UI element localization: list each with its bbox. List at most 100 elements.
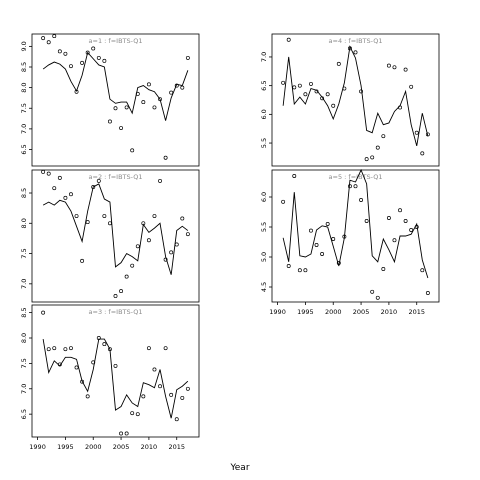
observation-point [141, 100, 146, 105]
observation-point [57, 175, 62, 180]
x-tick-label: 2010 [381, 308, 398, 316]
observation-point [325, 222, 330, 226]
observation-point [292, 85, 297, 90]
observation-point [69, 346, 73, 351]
panel-title: a=5 : f=IBTS-Q1 [329, 173, 383, 181]
observation-point [96, 178, 101, 183]
observation-point [185, 55, 190, 60]
observation-point [286, 37, 291, 42]
fit-line [42, 183, 189, 275]
observation-point [85, 394, 90, 399]
panel-frame [31, 169, 200, 303]
observation-point [314, 89, 319, 94]
observation-point [336, 261, 341, 265]
observation-point [91, 185, 96, 189]
x-tick-label: 2015 [408, 308, 425, 316]
observation-point [46, 40, 51, 45]
observation-point [364, 219, 369, 223]
observation-point [169, 392, 174, 397]
observation-point [174, 242, 179, 247]
observation-point [74, 365, 79, 370]
y-tick-label: 7.0 [20, 384, 28, 394]
observation-point [113, 106, 118, 111]
observation-point [46, 347, 51, 352]
observation-point [169, 90, 174, 95]
observation-point [386, 63, 391, 68]
y-tick-label: 6.5 [20, 144, 28, 154]
observation-point [386, 216, 391, 220]
panel-title: a=3 : f=IBTS-Q1 [89, 308, 143, 316]
observation-point [325, 92, 330, 97]
observation-point [303, 268, 308, 273]
observation-point [359, 89, 364, 94]
observation-point [80, 379, 85, 384]
observation-point [146, 82, 151, 87]
observation-point [398, 208, 402, 213]
observation-point [425, 132, 430, 137]
observation-point [163, 155, 168, 160]
y-tick-label: 8.0 [20, 218, 28, 228]
x-axis-label: Year [229, 463, 249, 473]
observation-point [403, 67, 408, 72]
y-tick-label: 6.5 [20, 409, 28, 419]
observation-point [297, 268, 302, 273]
observation-point [85, 220, 90, 225]
observation-point [381, 134, 386, 139]
observation-point [74, 89, 79, 94]
observation-point [57, 49, 62, 54]
observation-point [303, 92, 308, 97]
y-tick-label: 7.5 [20, 248, 28, 258]
observation-point [96, 55, 101, 60]
observation-point [292, 174, 297, 178]
y-tick-label: 5.0 [260, 252, 268, 262]
observation-point [163, 346, 168, 351]
observation-point [119, 289, 124, 294]
x-tick-label: 1990 [269, 308, 286, 316]
observation-point [174, 83, 179, 88]
fit-line [42, 338, 189, 419]
observation-point [52, 186, 57, 191]
observation-point [107, 347, 112, 352]
observation-point [130, 263, 135, 268]
observation-point [420, 268, 425, 273]
observation-point [113, 293, 118, 298]
observation-point [375, 145, 380, 150]
observation-point [409, 228, 414, 232]
y-tick-label: 7.5 [20, 103, 28, 113]
observation-point [113, 363, 118, 368]
observation-point [180, 85, 185, 90]
y-tick-label: 8.5 [20, 188, 28, 198]
observation-point [185, 232, 190, 237]
observation-point [152, 105, 157, 110]
observation-point [392, 65, 397, 70]
observation-point [80, 60, 85, 65]
panel-frame [271, 33, 440, 167]
y-tick-label: 6.5 [260, 80, 268, 90]
panel-frame [31, 304, 200, 438]
x-tick-label: 2000 [85, 443, 102, 451]
observation-point [130, 411, 135, 416]
observation-point [331, 237, 336, 241]
observation-point [359, 198, 364, 202]
y-tick-label: 7.0 [20, 124, 28, 134]
observation-point [141, 221, 146, 226]
observation-point [409, 84, 414, 89]
observation-point [124, 105, 129, 110]
observation-point [69, 192, 73, 197]
observation-point [41, 36, 46, 41]
observation-point [392, 238, 397, 243]
observation-point [347, 46, 352, 51]
panel-5: a=5 : f=IBTS-Q1 4.5 5.0 5.5 6.0 1990 1995 2000 2… [260, 168, 440, 316]
observation-point [74, 214, 79, 218]
observation-point [320, 252, 325, 256]
observation-point [63, 347, 68, 352]
x-tick-label: 1995 [57, 443, 74, 451]
observation-point [286, 264, 291, 268]
observation-point [102, 342, 107, 347]
observation-point [124, 431, 129, 436]
observation-point [320, 96, 325, 101]
observation-point [107, 119, 112, 124]
x-tick-label: 2010 [141, 443, 158, 451]
y-tick-label: 7.5 [20, 358, 28, 368]
